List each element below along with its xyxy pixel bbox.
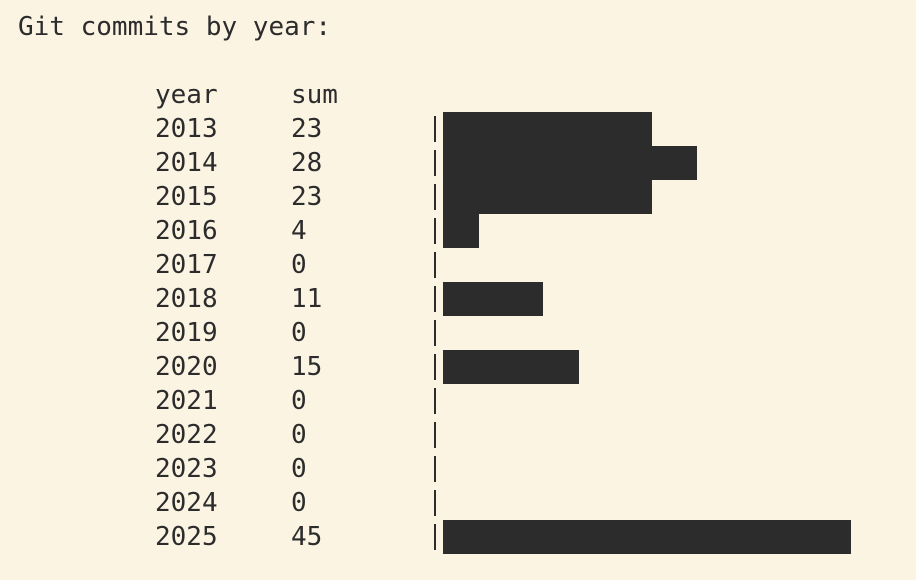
chart-rows: 2013 23 2014 28 2015 23 2016 4 2017 0 2018 11 2019 0 2… bbox=[0, 112, 916, 554]
bar-2014 bbox=[443, 146, 697, 180]
axis-tick-2018 bbox=[434, 286, 436, 312]
bar-2018 bbox=[443, 282, 543, 316]
axis-tick-2023 bbox=[434, 456, 436, 482]
chart-row-2025: 2025 45 bbox=[0, 520, 916, 554]
year-label-2019: 2019 bbox=[155, 318, 218, 348]
year-label-2024: 2024 bbox=[155, 488, 218, 518]
year-label-2020: 2020 bbox=[155, 352, 218, 382]
sum-label-2014: 28 bbox=[291, 148, 323, 178]
chart-row-2022: 2022 0 bbox=[0, 418, 916, 452]
year-label-2014: 2014 bbox=[155, 148, 218, 178]
sum-label-2013: 23 bbox=[291, 114, 323, 144]
axis-tick-2013 bbox=[434, 116, 436, 142]
year-label-2025: 2025 bbox=[155, 522, 218, 552]
chart-row-2020: 2020 15 bbox=[0, 350, 916, 384]
axis-tick-2022 bbox=[434, 422, 436, 448]
chart-row-2024: 2024 0 bbox=[0, 486, 916, 520]
chart-title: Git commits by year: bbox=[18, 12, 332, 42]
sum-label-2016: 4 bbox=[291, 216, 307, 246]
sum-label-2015: 23 bbox=[291, 182, 323, 212]
bar-2013 bbox=[443, 112, 652, 146]
chart-row-2015: 2015 23 bbox=[0, 180, 916, 214]
sum-column-header: sum bbox=[291, 80, 338, 110]
year-label-2022: 2022 bbox=[155, 420, 218, 450]
chart-row-2023: 2023 0 bbox=[0, 452, 916, 486]
chart-row-2016: 2016 4 bbox=[0, 214, 916, 248]
sum-label-2022: 0 bbox=[291, 420, 307, 450]
chart-row-2017: 2017 0 bbox=[0, 248, 916, 282]
axis-tick-2017 bbox=[434, 252, 436, 278]
bar-2016 bbox=[443, 214, 479, 248]
axis-tick-2019 bbox=[434, 320, 436, 346]
bar-2015 bbox=[443, 180, 652, 214]
sum-label-2020: 15 bbox=[291, 352, 323, 382]
axis-tick-2024 bbox=[434, 490, 436, 516]
sum-label-2019: 0 bbox=[291, 318, 307, 348]
sum-label-2017: 0 bbox=[291, 250, 307, 280]
bar-2020 bbox=[443, 350, 579, 384]
sum-label-2025: 45 bbox=[291, 522, 323, 552]
year-label-2015: 2015 bbox=[155, 182, 218, 212]
sum-label-2024: 0 bbox=[291, 488, 307, 518]
year-label-2021: 2021 bbox=[155, 386, 218, 416]
axis-tick-2014 bbox=[434, 150, 436, 176]
axis-tick-2021 bbox=[434, 388, 436, 414]
year-column-header: year bbox=[155, 80, 218, 110]
year-label-2013: 2013 bbox=[155, 114, 218, 144]
axis-tick-2015 bbox=[434, 184, 436, 210]
bar-2025 bbox=[443, 520, 851, 554]
year-label-2016: 2016 bbox=[155, 216, 218, 246]
sum-label-2023: 0 bbox=[291, 454, 307, 484]
chart-row-2018: 2018 11 bbox=[0, 282, 916, 316]
chart-row-2013: 2013 23 bbox=[0, 112, 916, 146]
year-label-2018: 2018 bbox=[155, 284, 218, 314]
axis-tick-2020 bbox=[434, 354, 436, 380]
year-label-2017: 2017 bbox=[155, 250, 218, 280]
sum-label-2021: 0 bbox=[291, 386, 307, 416]
axis-tick-2025 bbox=[434, 524, 436, 550]
year-label-2023: 2023 bbox=[155, 454, 218, 484]
sum-label-2018: 11 bbox=[291, 284, 323, 314]
chart-row-2014: 2014 28 bbox=[0, 146, 916, 180]
chart-row-2019: 2019 0 bbox=[0, 316, 916, 350]
axis-tick-2016 bbox=[434, 218, 436, 244]
chart-row-2021: 2021 0 bbox=[0, 384, 916, 418]
